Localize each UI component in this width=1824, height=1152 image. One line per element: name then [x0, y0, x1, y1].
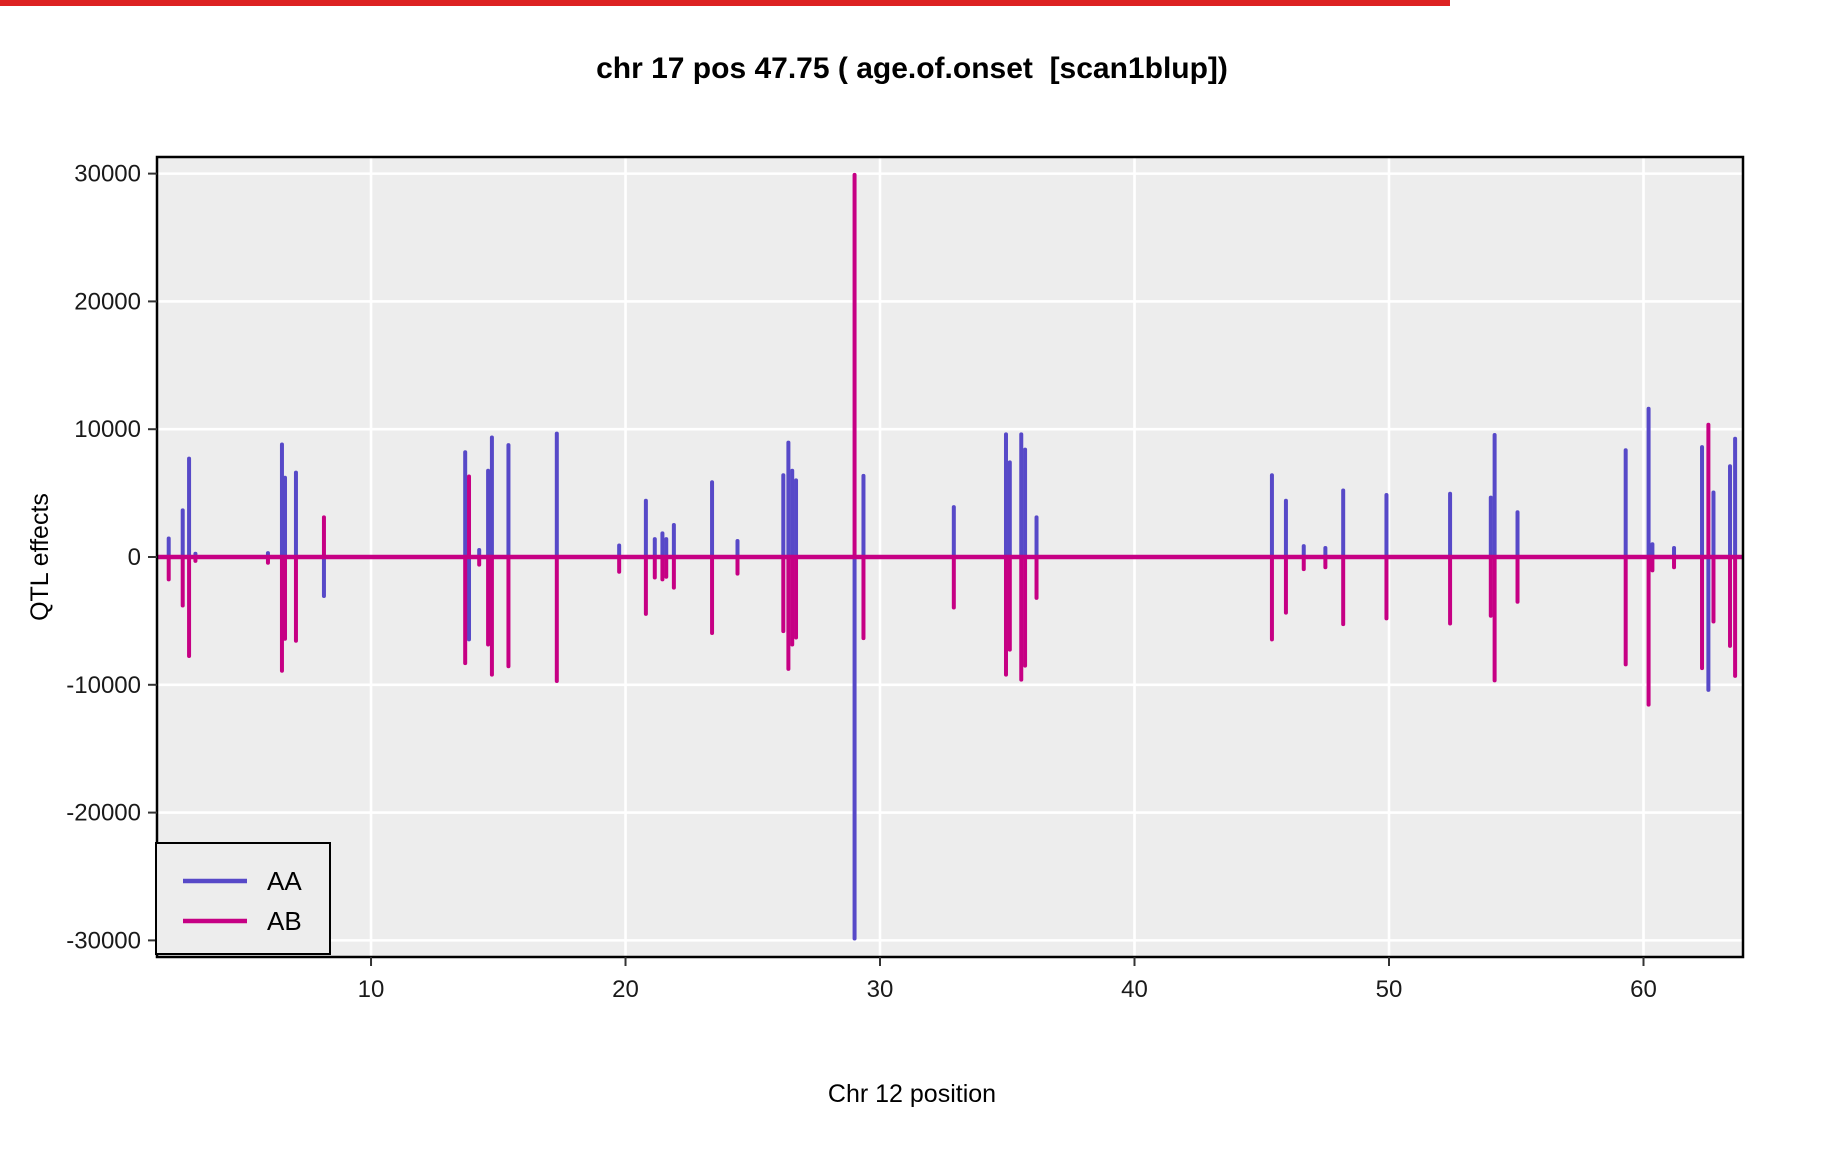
legend-box [155, 842, 331, 955]
x-tick-label: 50 [1376, 976, 1403, 1003]
y-tick-label: -20000 [66, 800, 141, 827]
x-tick-label: 40 [1121, 976, 1148, 1003]
x-tick-label: 60 [1630, 976, 1657, 1003]
x-tick-label: 20 [612, 976, 639, 1003]
top-red-strip [0, 0, 1450, 6]
y-tick-label: 10000 [74, 416, 141, 443]
y-tick-label: 20000 [74, 288, 141, 315]
legend-label-AB: AB [267, 906, 302, 936]
legend-label-AA: AA [267, 866, 302, 896]
x-tick-label: 10 [358, 976, 385, 1003]
y-tick-label: -10000 [66, 672, 141, 699]
y-tick-label: -30000 [66, 927, 141, 954]
y-tick-label: 30000 [74, 161, 141, 188]
x-axis-title: Chr 12 position [827, 1080, 997, 1108]
x-tick-label: 30 [867, 976, 894, 1003]
chart-title: chr 17 pos 47.75 ( age.of.onset [scan1bl… [596, 52, 1228, 85]
y-tick-label: 0 [128, 544, 141, 571]
